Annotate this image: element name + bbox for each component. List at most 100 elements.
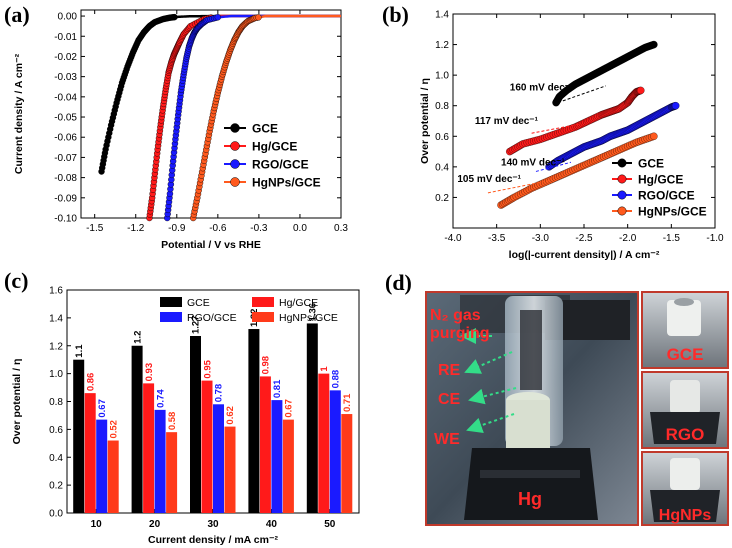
bar-data-label: 1.2	[132, 331, 143, 344]
bar-gce	[131, 345, 143, 513]
bar-gce	[190, 335, 201, 513]
slope-annotation: 160 mV dec⁻¹	[510, 82, 574, 93]
series-gce	[552, 40, 658, 107]
bar-hgnps-gce	[282, 419, 294, 513]
bar-hg-gce	[201, 380, 213, 513]
bar-hgnps-gce	[107, 440, 119, 513]
photo-arrow-we	[466, 413, 515, 433]
y-tick-label: -0.02	[54, 52, 77, 63]
photo-base-ring	[480, 470, 580, 478]
x-tick-label: -0.3	[250, 223, 268, 234]
series-rgo-gce	[545, 101, 680, 171]
panel-label-c: (c)	[4, 268, 28, 293]
panel-label-a: (a)	[4, 2, 30, 27]
thumb-hgnps-electrode	[670, 458, 700, 490]
y-tick-label: -0.07	[54, 153, 77, 164]
x-tick-label: -1.2	[127, 223, 145, 234]
legend-label: Hg/GCE	[279, 297, 318, 309]
y-tick-label: 0.4	[49, 453, 63, 464]
bar-data-label: 0.67	[284, 399, 295, 418]
legend-marker	[617, 158, 627, 168]
legend-label: RGO/GCE	[638, 189, 695, 203]
bar-rgo-gce	[271, 400, 283, 513]
x-tick-label: -0.9	[168, 223, 186, 234]
x-tick-label: -4.0	[444, 233, 462, 244]
legend-marker	[617, 206, 627, 216]
photo-label-hg: Hg	[518, 489, 542, 509]
bar-data-label: 0.62	[225, 406, 236, 425]
bar-data-label: 0.81	[272, 379, 283, 398]
legend-marker	[230, 159, 240, 169]
thumb-rgo-base	[650, 412, 720, 444]
y-axis-title: Current density / A cm⁻²	[13, 53, 25, 174]
photo-label-ce: CE	[438, 391, 461, 408]
series-hg-gce	[506, 86, 645, 156]
data-point	[637, 86, 645, 95]
y-tick-label: -0.08	[54, 173, 77, 184]
bar-hgnps-gce	[224, 426, 236, 513]
data-point	[214, 14, 222, 21]
legend-label: RGO/GCE	[187, 312, 237, 324]
bar-hgnps-gce	[341, 414, 353, 513]
photo-label-we: WE	[434, 431, 460, 448]
legend-label: HgNPs/GCE	[279, 312, 338, 324]
thumb-label-gce: GCE	[667, 345, 704, 364]
y-tick-label: -0.05	[54, 113, 77, 124]
legend-label: HgNPs/GCE	[638, 205, 707, 219]
slope-fit-line	[531, 123, 580, 134]
bar-data-label: 0.95	[202, 359, 213, 378]
y-tick-label: 1.6	[49, 286, 63, 297]
y-tick-label: -0.06	[54, 133, 77, 144]
chart-b-tafel: -4.0 -3.5 -3.0 -2.5 -2.0 -1.5 -1.0 0.2 0.4 0.6 0.8…	[419, 10, 724, 262]
bar-data-label: 0.78	[214, 384, 225, 403]
legend-label: GCE	[252, 122, 278, 136]
photo-label-purging: purging	[430, 325, 490, 342]
bar-hg-gce	[143, 383, 155, 513]
thumb-label-rgo: RGO	[666, 425, 705, 444]
y-tick-label: 0.8	[49, 397, 63, 408]
x-tick-label: -1.5	[86, 223, 104, 234]
thumb-rgo-electrode	[670, 380, 700, 414]
photo-label-n2: N₂ gas	[430, 307, 481, 324]
legend-swatch	[252, 297, 274, 307]
x-tick-label: -1.0	[706, 233, 724, 244]
x-tick-label: 40	[266, 519, 278, 530]
plot-frame	[80, 9, 342, 219]
panel-label-d: (d)	[385, 270, 412, 295]
legend-swatch	[160, 312, 182, 322]
legend-marker	[230, 177, 240, 187]
data-point	[171, 13, 178, 21]
y-tick-label: 1.2	[49, 341, 63, 352]
bar-data-label: 1.27	[191, 315, 202, 334]
photo-label-re: RE	[438, 362, 461, 379]
y-tick-label: 0.6	[435, 132, 449, 143]
legend-label: GCE	[638, 157, 664, 171]
x-axis-title: Potential / V vs RHE	[161, 239, 261, 251]
bar-data-label: 1.36	[308, 303, 319, 322]
bar-gce	[73, 359, 85, 513]
thumb-label-hgnps: HgNPs	[659, 507, 712, 524]
bar-rgo-gce	[329, 390, 341, 513]
y-tick-label: -0.10	[54, 214, 77, 225]
bar-data-label: 0.74	[155, 389, 166, 408]
bar-data-label: 0.93	[144, 363, 155, 382]
slope-annotation: 105 mV dec⁻¹	[457, 174, 521, 185]
x-tick-label: 0.0	[293, 223, 307, 234]
photo-tube-inner	[520, 310, 542, 390]
y-tick-label: 1.4	[435, 10, 449, 21]
y-tick-label: -0.04	[54, 92, 77, 103]
slope-annotation: 117 mV dec⁻¹	[475, 116, 539, 127]
y-tick-label: 0.2	[435, 193, 449, 204]
series-hgnps-gce	[497, 132, 658, 209]
series-hg-gce	[146, 14, 341, 222]
legend-swatch	[252, 312, 274, 322]
bar-data-label: 0.67	[97, 399, 108, 418]
legend-label: GCE	[187, 297, 210, 309]
legend-label: RGO/GCE	[252, 158, 309, 172]
legend-marker	[230, 141, 240, 151]
slope-annotation: 140 mV dec⁻¹	[501, 157, 565, 168]
x-tick-label: 10	[91, 519, 103, 530]
slope-fit-line	[535, 161, 572, 172]
bar-data-label: 0.88	[331, 370, 342, 389]
